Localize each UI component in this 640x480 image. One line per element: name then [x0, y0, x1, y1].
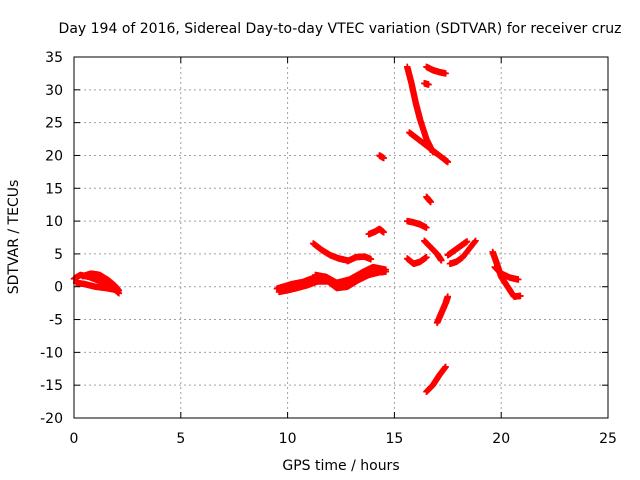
track-19	[423, 363, 449, 395]
track-6	[310, 240, 351, 264]
track-20	[444, 238, 471, 259]
data-point	[463, 238, 471, 245]
y-tick-label: 5	[54, 247, 63, 263]
y-tick-label: -15	[40, 378, 63, 394]
data-point	[423, 253, 430, 261]
plot-frame	[73, 56, 609, 419]
y-tick-label: 25	[45, 116, 63, 132]
track-9	[376, 152, 387, 162]
track-15	[404, 217, 430, 231]
data-point	[423, 224, 430, 231]
data-point	[380, 154, 387, 162]
y-tick-label: 35	[45, 50, 63, 66]
track-5	[312, 263, 390, 286]
data-point	[427, 198, 434, 206]
x-tick-label: 0	[70, 431, 79, 447]
track-8	[365, 225, 387, 238]
y-tick-label: 0	[54, 280, 63, 296]
data-point	[515, 276, 522, 283]
data-point	[115, 287, 123, 294]
track-4	[275, 268, 390, 296]
track-14	[423, 193, 434, 206]
data-point	[517, 292, 524, 300]
data-point	[367, 255, 375, 263]
y-tick-label: -5	[49, 313, 63, 329]
data-point	[472, 237, 479, 244]
y-axis-label: SDTVAR / TECUs	[6, 180, 22, 295]
y-tick-label: 20	[45, 148, 63, 164]
chart-title: Day 194 of 2016, Sidereal Day-to-day VTE…	[59, 21, 622, 37]
x-tick-label: 25	[599, 431, 617, 447]
y-tick-label: 10	[45, 214, 63, 230]
data-point	[442, 363, 449, 371]
track-11	[406, 129, 451, 166]
y-tick-label: -10	[40, 345, 63, 361]
data-point	[471, 238, 478, 246]
track-13	[421, 80, 432, 88]
x-tick-label: 20	[492, 431, 510, 447]
track-18	[433, 293, 451, 327]
data-point	[438, 257, 445, 264]
track-17	[421, 237, 445, 264]
data-point	[380, 229, 387, 236]
track-23	[491, 263, 522, 283]
x-tick-label: 10	[279, 431, 297, 447]
x-tick-label: 15	[385, 431, 403, 447]
track-1	[72, 279, 120, 294]
track-16	[404, 253, 430, 267]
x-axis-label: GPS time / hours	[282, 458, 399, 474]
grid-layer	[74, 57, 608, 418]
track-21	[446, 237, 479, 267]
track-12	[423, 63, 449, 77]
data-layer	[70, 63, 524, 395]
data-point	[444, 158, 451, 166]
y-tick-label: 30	[45, 83, 63, 99]
track-7	[344, 253, 375, 265]
track-10	[404, 63, 437, 156]
data-point	[444, 293, 451, 300]
data-point	[425, 81, 432, 88]
data-point	[382, 266, 390, 273]
tick-layer: 0 5 10 15 20 25 -20 -15 -10 -5 0 5 10 15 20 25 30 35	[40, 50, 617, 447]
track-2	[79, 270, 123, 294]
y-tick-label: 15	[45, 181, 63, 197]
data-point	[442, 70, 449, 77]
x-tick-label: 5	[176, 431, 185, 447]
y-tick-label: -20	[40, 411, 63, 427]
